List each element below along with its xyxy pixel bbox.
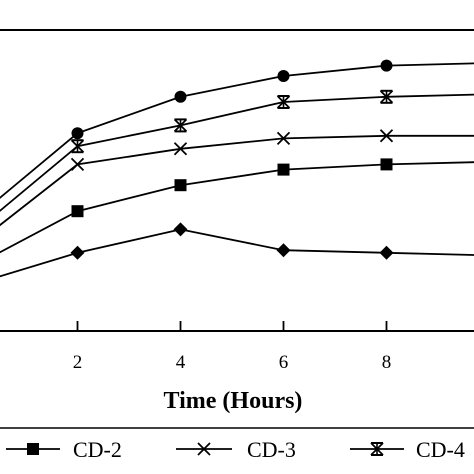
series-line-x [0, 134, 474, 227]
data-point-circle [174, 90, 187, 103]
x-axis-ticks: 246810 [73, 321, 392, 373]
x-axis-title: Time (Hours) [164, 388, 303, 414]
legend-item-cd-3: CD-3 [176, 437, 296, 462]
data-point-circle [71, 127, 84, 140]
data-point-square [71, 205, 84, 218]
data-point-asterisk [379, 89, 394, 104]
legend-box [0, 427, 474, 429]
data-point-x [276, 131, 291, 146]
series-line-diamond [0, 228, 474, 278]
data-point-circle [380, 59, 393, 72]
data-point-x [379, 129, 394, 143]
data-point-asterisk [173, 118, 188, 133]
legend-item-cd-4: CD-4 [350, 437, 465, 462]
series-lines [0, 62, 474, 278]
legend: CD-2 CD-3 CD-4 [0, 427, 474, 462]
legend-label: CD-3 [247, 437, 296, 462]
legend-label: CD-4 [416, 437, 465, 462]
legend-item-cd-2: CD-2 [6, 437, 122, 462]
series-markers [70, 59, 394, 260]
data-point-diamond [276, 243, 291, 258]
x-tick-label: 2 [73, 352, 83, 373]
legend-marker-square [27, 443, 39, 455]
plot-frame [0, 29, 474, 332]
data-point-diamond [70, 245, 85, 260]
legend-marker-x [197, 442, 211, 456]
data-point-diamond [173, 222, 188, 237]
series-line-square [0, 161, 474, 254]
data-point-circle [277, 70, 290, 82]
legend-marker-asterisk [370, 442, 384, 456]
x-tick-label: 6 [279, 352, 289, 373]
data-point-square [277, 163, 290, 176]
x-tick-label: 8 [382, 352, 392, 373]
data-point-x [173, 142, 188, 156]
data-point-square [174, 179, 187, 192]
data-point-asterisk [276, 95, 291, 109]
data-point-x [70, 157, 85, 172]
data-point-square [380, 158, 393, 171]
legend-label: CD-2 [73, 437, 122, 462]
plot-border [0, 29, 474, 332]
data-point-diamond [379, 245, 394, 260]
x-tick-label: 4 [176, 352, 186, 373]
data-point-asterisk [70, 139, 85, 154]
